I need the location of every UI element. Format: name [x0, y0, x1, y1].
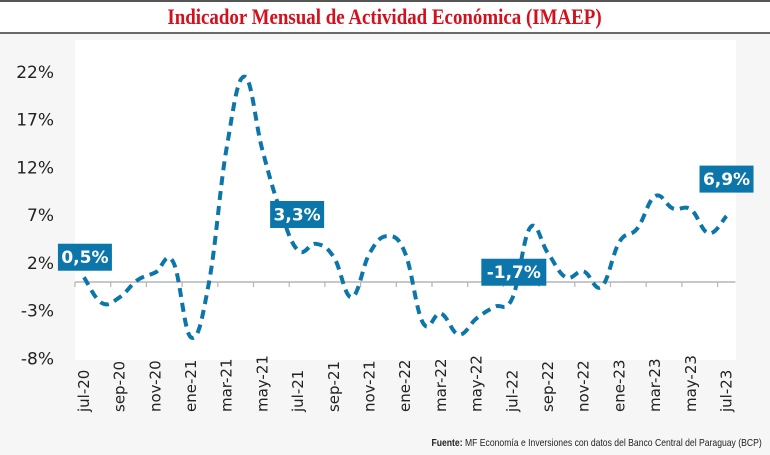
- x-tick-label: jul-20: [75, 370, 93, 413]
- x-tick-label: may-22: [468, 355, 486, 412]
- x-tick-label: nov-20: [146, 360, 164, 412]
- x-tick-label: jul-23: [718, 370, 736, 413]
- chart-title: Indicador Mensual de Actividad Económica…: [167, 4, 603, 29]
- y-tick-label: 7%: [27, 206, 54, 226]
- x-tick-label: sep-21: [325, 361, 343, 412]
- data-label-box: [270, 200, 325, 228]
- data-label-text: -1,7%: [487, 263, 541, 283]
- data-label: 6,9%: [699, 165, 754, 193]
- x-tick-label: sep-22: [539, 361, 557, 412]
- y-axis: 22% 17% 12% 7% 2% -3% -8%: [16, 63, 54, 369]
- data-label: -1,7%: [481, 258, 547, 286]
- y-tick-label: 2%: [27, 254, 54, 274]
- x-tick-label: sep-20: [111, 361, 129, 412]
- x-tick-label: nov-21: [361, 360, 379, 412]
- x-tick-label: mar-21: [218, 358, 236, 412]
- data-label-text: 0,5%: [61, 248, 108, 268]
- source-label: Fuente:: [431, 437, 463, 449]
- x-tick-label: jul-22: [503, 370, 521, 413]
- x-tick-label: may-21: [253, 355, 271, 412]
- series-line-imaep: [82, 74, 729, 340]
- x-tick-label: ene-21: [182, 360, 200, 412]
- data-label: 3,3%: [270, 200, 325, 228]
- x-tick-label: ene-22: [396, 360, 414, 412]
- data-label-text: 6,9%: [703, 170, 750, 190]
- data-labels: 0,5% 3,3% -1,7% 6,9%: [57, 165, 754, 286]
- y-tick-label: 12%: [16, 158, 54, 178]
- plot-area: [75, 40, 736, 360]
- y-tick-label: -3%: [21, 302, 54, 322]
- x-tick-label: mar-23: [646, 358, 664, 412]
- source-note: Fuente: MF Economía e Inversiones con da…: [432, 437, 762, 449]
- chart-header: Indicador Mensual de Actividad Económica…: [0, 0, 770, 34]
- data-label-box: [699, 165, 754, 193]
- x-tick-label: ene-23: [610, 360, 628, 412]
- source-text: MF Economía e Inversiones con datos del …: [465, 437, 762, 449]
- y-tick-label: -8%: [21, 349, 54, 369]
- data-label-box: [57, 243, 112, 271]
- data-label-box: [481, 258, 547, 286]
- x-tick-label: jul-21: [289, 370, 307, 413]
- x-tick-label: may-23: [682, 355, 700, 412]
- x-axis: [74, 281, 736, 287]
- data-label-text: 3,3%: [274, 205, 321, 225]
- data-label: 0,5%: [57, 243, 112, 271]
- x-tick-labels: jul-20 sep-20 nov-20 ene-21 mar-21 may-21 jul-…: [75, 355, 736, 413]
- y-tick-label: 17%: [16, 111, 54, 131]
- x-tick-label: nov-22: [575, 360, 593, 412]
- y-tick-label: 22%: [16, 63, 54, 83]
- x-tick-label: mar-22: [432, 358, 450, 412]
